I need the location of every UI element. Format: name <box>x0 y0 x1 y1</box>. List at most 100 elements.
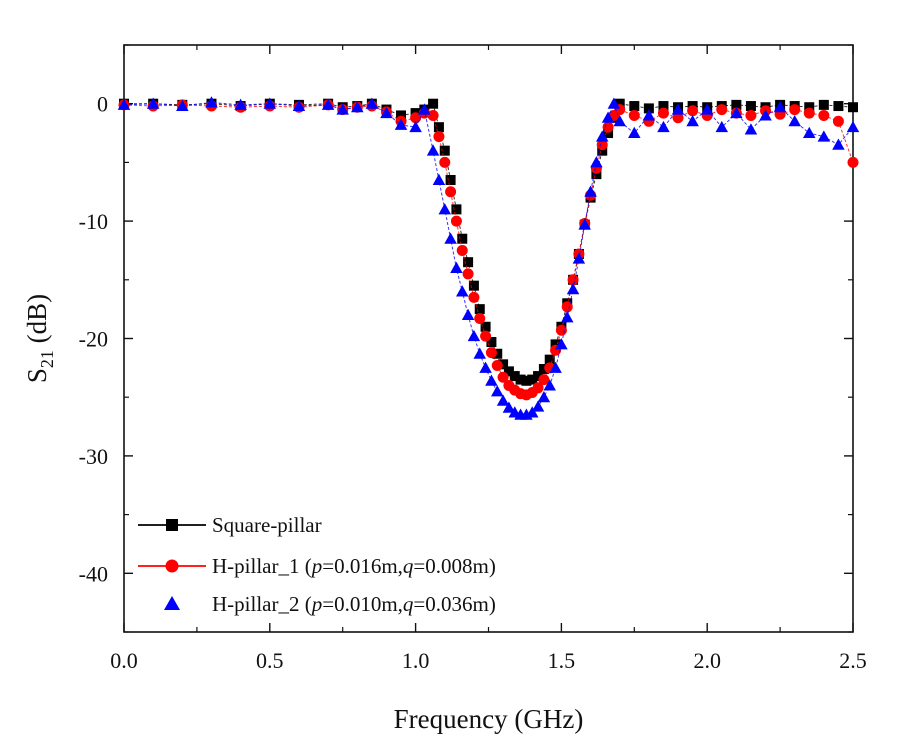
data-point <box>485 347 497 359</box>
data-point <box>521 375 532 386</box>
data-point <box>657 120 670 133</box>
legend-label-h-pillar-1-q: q <box>403 554 414 578</box>
data-point <box>686 115 699 127</box>
legend-label-h-pillar-2-q-value: =0.036m) <box>413 592 495 616</box>
y-tick-label: -10 <box>79 209 108 234</box>
data-point <box>671 103 685 115</box>
data-point <box>456 285 469 297</box>
data-point <box>833 101 844 112</box>
data-point <box>832 138 845 150</box>
data-point <box>578 218 591 230</box>
data-point <box>847 156 859 168</box>
data-point <box>687 105 699 117</box>
data-point <box>468 291 480 303</box>
legend-label-h-pillar-1: H-pillar_1 (p=0.016m,q=0.008m) <box>212 554 496 578</box>
data-point <box>439 145 450 156</box>
data-point <box>498 359 509 370</box>
data-point <box>365 97 379 109</box>
data-point <box>292 99 306 112</box>
legend-label-h-pillar-2-p-value: =0.010m, <box>322 592 403 616</box>
y-tick-label: 0 <box>97 92 108 117</box>
x-tick-label: 0.0 <box>110 648 138 673</box>
data-point <box>450 261 463 274</box>
data-point <box>117 98 131 110</box>
series-h-pillar-2 <box>117 96 860 420</box>
data-point <box>531 400 545 412</box>
data-point <box>716 104 728 116</box>
legend-entry-square-pillar: Square-pillar <box>138 513 322 537</box>
data-point <box>745 101 756 112</box>
data-point <box>602 121 614 133</box>
data-point <box>418 103 431 115</box>
data-point <box>759 109 772 121</box>
y-axis-title-main: S <box>22 368 52 383</box>
y-axis-title-subscript: 21 <box>37 350 57 368</box>
data-point <box>336 103 349 115</box>
data-point <box>205 96 218 108</box>
x-axis-title: Frequency (GHz) <box>394 704 584 734</box>
data-point <box>818 99 829 110</box>
legend-label-h-pillar-2-q: q <box>403 592 414 616</box>
y-tick-label: -20 <box>79 327 108 352</box>
data-point <box>629 101 640 112</box>
legend-label-h-pillar-2: H-pillar_2 (p=0.010m,q=0.036m) <box>212 592 496 616</box>
data-point <box>560 311 574 323</box>
data-point <box>613 115 626 127</box>
data-point <box>480 330 492 342</box>
series-h-pillar-1 <box>118 99 859 401</box>
data-point <box>832 115 844 127</box>
data-point <box>642 109 656 121</box>
data-point <box>538 364 549 375</box>
data-point <box>817 130 831 142</box>
data-point <box>497 371 509 383</box>
x-tick-label: 1.0 <box>402 648 430 673</box>
data-point <box>451 204 462 215</box>
legend-marker-h-pillar-1 <box>165 559 179 573</box>
data-point <box>603 128 614 139</box>
data-point <box>584 185 597 197</box>
data-point <box>818 109 830 121</box>
data-point <box>597 145 608 156</box>
data-point <box>848 102 858 113</box>
data-point <box>432 173 446 186</box>
data-point <box>550 339 561 350</box>
data-point <box>409 120 422 133</box>
legend-label-h-pillar-1-q-value: =0.008m) <box>413 554 495 578</box>
data-point <box>731 99 742 110</box>
y-axis-title-unit: (dB) <box>22 294 52 350</box>
data-point <box>438 203 452 215</box>
legend-label-h-pillar-2-p: p <box>310 592 323 616</box>
data-point <box>846 120 860 133</box>
data-point <box>433 122 444 133</box>
data-point <box>555 338 568 350</box>
data-point <box>474 313 486 325</box>
data-point <box>463 257 474 268</box>
data-point <box>509 371 520 382</box>
data-point <box>788 115 801 127</box>
data-point <box>479 361 492 373</box>
data-point <box>803 107 815 119</box>
series-line <box>124 102 854 382</box>
data-point <box>321 98 335 110</box>
data-point <box>538 374 550 386</box>
legend-entry-h-pillar-2: H-pillar_2 (p=0.010m,q=0.036m) <box>164 592 496 616</box>
data-point <box>525 406 539 418</box>
data-point <box>146 97 160 109</box>
legend-label-h-pillar-1-p: p <box>310 554 323 578</box>
data-point <box>773 100 787 113</box>
data-point <box>549 361 562 373</box>
series-square-pillar <box>119 98 858 386</box>
data-point <box>730 106 743 119</box>
data-point <box>607 97 621 109</box>
labels-layer: Frequency (GHz) S21 (dB) <box>22 294 583 734</box>
data-point <box>439 156 451 168</box>
data-point <box>804 102 815 113</box>
data-point <box>503 366 514 377</box>
x-tick-label: 1.5 <box>548 648 576 673</box>
data-point <box>427 109 439 121</box>
data-point <box>543 379 556 391</box>
data-point <box>532 382 544 394</box>
data-point <box>658 101 669 112</box>
y-axis-title: S21 (dB) <box>22 294 57 383</box>
data-point <box>700 103 714 115</box>
